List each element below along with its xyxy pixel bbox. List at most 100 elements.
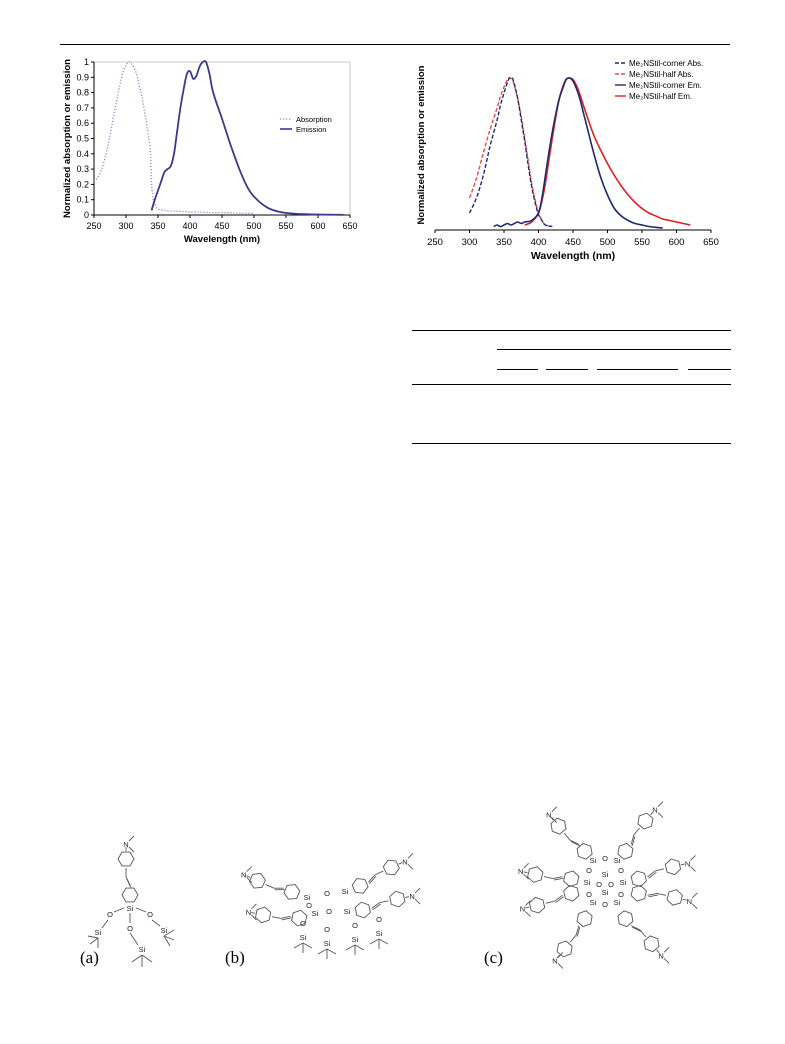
bond bbox=[101, 919, 109, 929]
oxygen-atom-label: O bbox=[147, 910, 153, 919]
bond bbox=[317, 948, 328, 955]
legend-label: Me₂NStil-corner Em. bbox=[629, 81, 702, 90]
benzene-ring bbox=[664, 858, 682, 876]
silicon-atom-label: Si bbox=[161, 926, 168, 935]
bond bbox=[371, 902, 380, 909]
bond bbox=[663, 946, 670, 953]
x-tick-label: 500 bbox=[600, 237, 616, 248]
silicon-atom-label: Si bbox=[602, 870, 609, 879]
bond bbox=[525, 906, 530, 909]
benzene-ring bbox=[576, 842, 593, 860]
x-tick-label: 550 bbox=[634, 237, 650, 248]
bond bbox=[692, 892, 698, 899]
oxygen-atom-label: O bbox=[618, 890, 624, 899]
table-subcol-rule-2 bbox=[546, 369, 588, 370]
bond bbox=[552, 876, 563, 880]
bond bbox=[302, 942, 313, 949]
benzene-ring bbox=[630, 884, 647, 902]
oxygen-atom-label: O bbox=[586, 890, 592, 899]
silicon-atom-label: Si bbox=[584, 878, 591, 887]
bond bbox=[525, 911, 531, 917]
nitrogen-atom-label: N bbox=[658, 951, 663, 960]
bond bbox=[151, 919, 161, 927]
nitrogen-atom-label: N bbox=[652, 806, 657, 815]
bond bbox=[398, 862, 403, 865]
nitrogen-atom-label: N bbox=[552, 956, 557, 965]
bond bbox=[690, 855, 696, 861]
silicon-atom-label: Si bbox=[614, 898, 621, 907]
bond bbox=[374, 870, 384, 876]
oxygen-atom-label: O bbox=[618, 866, 624, 875]
x-tick-label: 350 bbox=[496, 237, 512, 248]
y-tick-label: 0.7 bbox=[76, 103, 89, 113]
bond bbox=[354, 944, 365, 951]
benzene-ring bbox=[354, 901, 371, 919]
legend-label: Me₂NStil-half Em. bbox=[629, 92, 692, 101]
chart-corner-vs-half: 250 300 350 400 450 500 550 600 650 Wavelength (n… bbox=[416, 59, 719, 262]
table-subcol-rule-4 bbox=[688, 369, 731, 370]
bond bbox=[690, 866, 696, 872]
benzene-ring bbox=[630, 870, 647, 888]
bond bbox=[570, 841, 581, 847]
bond bbox=[680, 863, 685, 866]
benzene-ring bbox=[556, 940, 573, 958]
bond bbox=[563, 832, 571, 841]
bond bbox=[554, 894, 563, 902]
bond bbox=[251, 903, 257, 910]
bond bbox=[246, 866, 253, 872]
bond bbox=[657, 812, 664, 818]
table-subcol-rule-3 bbox=[597, 369, 678, 370]
benzene-ring bbox=[576, 910, 593, 928]
bond bbox=[372, 903, 381, 911]
y-tick-label: 0.9 bbox=[76, 72, 89, 82]
bond bbox=[129, 932, 139, 946]
bond bbox=[692, 903, 698, 910]
panel-label-b: (b) bbox=[225, 948, 245, 967]
oxygen-atom-label: O bbox=[300, 919, 306, 928]
nitrogen-atom-label: N bbox=[685, 859, 690, 868]
x-tick-label: 400 bbox=[182, 221, 197, 231]
bond bbox=[550, 816, 554, 821]
benzene-ring bbox=[617, 842, 634, 860]
bond bbox=[128, 846, 135, 853]
bond bbox=[405, 896, 410, 898]
y-axis-label: Normalized absorption or emission bbox=[416, 65, 427, 224]
nitrogen-atom-label: N bbox=[123, 840, 128, 849]
bond bbox=[657, 801, 664, 807]
silicon-atom-label: Si bbox=[620, 878, 627, 887]
oxygen-atom-label: O bbox=[602, 900, 608, 909]
table-subcol-rule-1 bbox=[497, 369, 538, 370]
silicon-atom-label: Si bbox=[344, 907, 351, 916]
bond bbox=[630, 925, 641, 931]
plot-area-frame bbox=[93, 61, 351, 216]
bond bbox=[414, 887, 421, 894]
bond bbox=[551, 817, 558, 824]
bond bbox=[630, 834, 635, 845]
bond bbox=[113, 907, 125, 913]
oxygen-atom-label: O bbox=[324, 889, 330, 898]
bond bbox=[631, 926, 642, 932]
benzene-ring bbox=[248, 873, 266, 889]
benzene-ring bbox=[563, 870, 580, 888]
table-bottom-rule bbox=[412, 443, 731, 444]
x-tick-label: 550 bbox=[278, 221, 293, 231]
benzene-ring bbox=[351, 878, 369, 894]
chart-absorption-emission: 250 300 350 400 450 500 550 600 650 0 0.1 0.2 0.3 0.4… bbox=[62, 57, 358, 245]
oxygen-atom-label: O bbox=[596, 880, 602, 889]
bond bbox=[639, 929, 647, 938]
oxygen-atom-label: O bbox=[586, 866, 592, 875]
bond bbox=[633, 827, 640, 836]
bond bbox=[663, 957, 670, 964]
benzene-ring bbox=[283, 884, 301, 900]
bond bbox=[655, 868, 665, 872]
bond bbox=[523, 871, 528, 874]
bond bbox=[553, 877, 564, 881]
oxygen-atom-label: O bbox=[608, 880, 614, 889]
benzene-ring bbox=[527, 866, 544, 883]
benzene-ring bbox=[291, 909, 308, 927]
benzene-ring bbox=[617, 910, 634, 928]
bond bbox=[525, 900, 531, 906]
bond bbox=[378, 938, 389, 945]
bond bbox=[557, 963, 564, 969]
x-tick-label: 600 bbox=[669, 237, 685, 248]
